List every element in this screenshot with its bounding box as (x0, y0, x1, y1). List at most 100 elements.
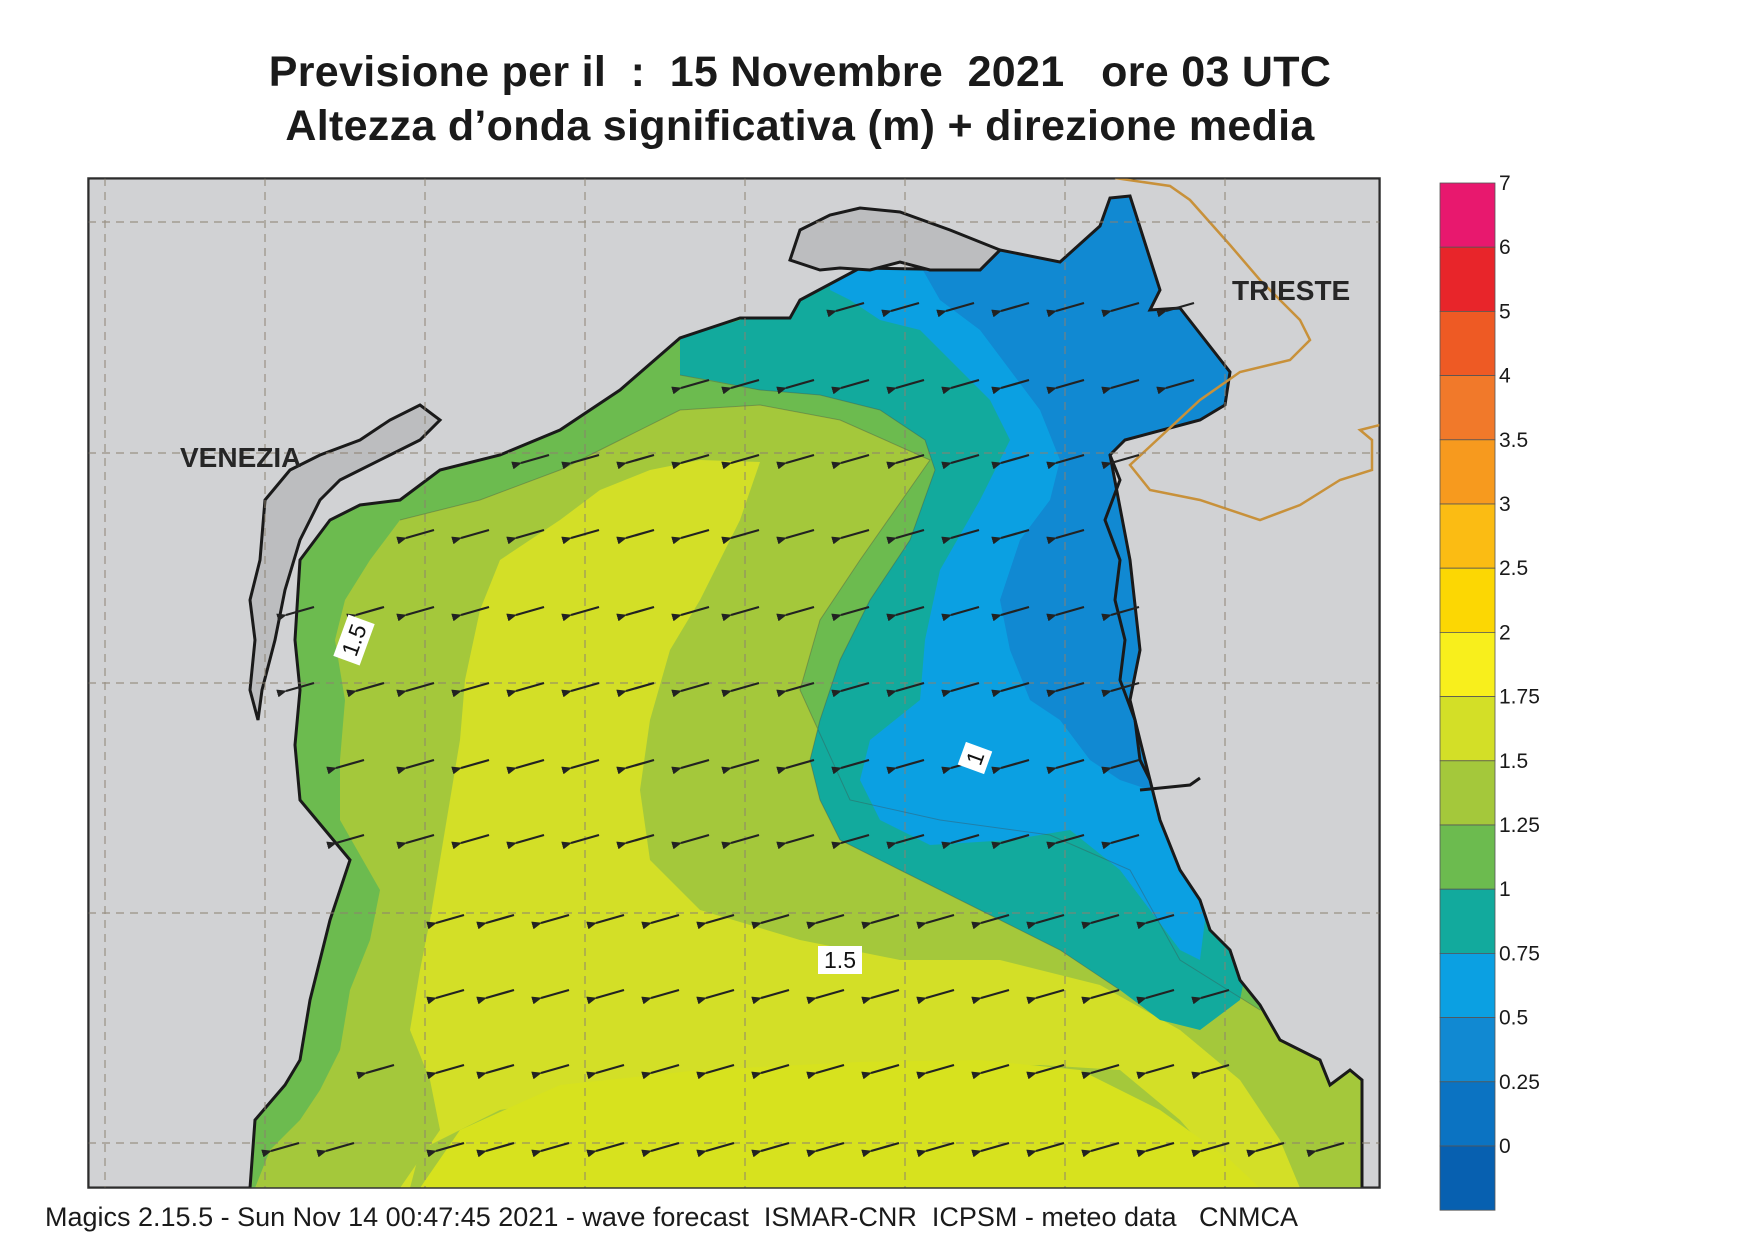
wave-direction-arrow (1136, 1141, 1175, 1158)
wave-direction-arrow (561, 833, 600, 850)
wave-direction-arrow (886, 833, 925, 850)
contour-label-2: 1 (957, 741, 993, 775)
wave-direction-arrow (991, 833, 1030, 850)
wave-direction-arrow (1156, 378, 1195, 395)
wave-direction-arrow (991, 758, 1030, 775)
wave-direction-arrow (721, 758, 760, 775)
wave-direction-arrow (316, 1141, 355, 1158)
wave-direction-arrow (721, 453, 760, 470)
wave-direction-arrow (1026, 1141, 1065, 1158)
wave-direction-arrow (831, 681, 870, 698)
wave-direction-arrow (476, 913, 515, 930)
wave-direction-arrow (991, 301, 1030, 318)
wave-direction-arrow (451, 833, 490, 850)
wave-direction-arrow (971, 913, 1010, 930)
wave-direction-arrow (916, 1063, 955, 1080)
land-venezia-lagoon (248, 403, 443, 721)
wave-direction-arrow (616, 528, 655, 545)
wave-direction-arrow (616, 833, 655, 850)
wave-direction-arrow (721, 528, 760, 545)
colorbar-swatch (1439, 632, 1496, 698)
wave-direction-arrow (916, 988, 955, 1005)
wave-direction-arrow (476, 1141, 515, 1158)
wave-direction-arrow (1046, 378, 1085, 395)
wave-direction-arrow (451, 758, 490, 775)
wave-direction-arrow (531, 913, 570, 930)
wave-direction-arrow (941, 378, 980, 395)
wave-direction-arrow (941, 605, 980, 622)
wave-direction-arrow (451, 681, 490, 698)
contour-lines (399, 374, 1261, 1011)
wave-direction-arrow (531, 1063, 570, 1080)
wave-direction-arrow (1306, 1141, 1345, 1158)
coast-istria (1103, 454, 1201, 792)
wave-direction-arrows (261, 301, 1345, 1158)
wave-direction-arrow (831, 378, 870, 395)
colorbar-swatch (1439, 246, 1496, 312)
wave-direction-arrow (1101, 758, 1140, 775)
wave-direction-arrow (776, 528, 815, 545)
wave-direction-arrow (1246, 1141, 1285, 1158)
wave-direction-arrow (671, 681, 710, 698)
wave-direction-arrow (971, 1141, 1010, 1158)
wave-direction-arrow (776, 605, 815, 622)
wave-direction-arrow (1046, 301, 1085, 318)
wave-direction-arrow (671, 833, 710, 850)
wave-direction-arrow (616, 681, 655, 698)
wave-direction-arrow (1101, 453, 1140, 470)
wave-direction-arrow (531, 1141, 570, 1158)
wave-direction-arrow (346, 605, 385, 622)
wave-direction-arrow (426, 1063, 465, 1080)
wave-direction-arrow (616, 758, 655, 775)
wave-direction-arrow (776, 833, 815, 850)
colorbar-swatch (1439, 824, 1496, 890)
wave-direction-arrow (356, 1063, 395, 1080)
wave-direction-arrow (886, 528, 925, 545)
colorbar-tick-label: 1 (1499, 878, 1511, 901)
wave-direction-arrow (991, 528, 1030, 545)
colorbar-tick-label: 2 (1499, 621, 1511, 644)
wave-direction-arrow (326, 833, 365, 850)
wave-direction-arrow (831, 605, 870, 622)
wave-direction-arrow (1046, 681, 1085, 698)
wave-direction-arrow (1136, 988, 1175, 1005)
wave-direction-arrow (561, 605, 600, 622)
wave-direction-arrow (561, 453, 600, 470)
city-label-venezia: VENEZIA (180, 442, 301, 473)
wave-direction-arrow (261, 1141, 300, 1158)
colorbar-tick-label: 2.5 (1499, 557, 1528, 580)
colorbar-swatch (1439, 888, 1496, 954)
wave-direction-arrow (831, 453, 870, 470)
wave-direction-arrow (806, 1141, 845, 1158)
colorbar-tick-label: 7 (1499, 172, 1511, 195)
wave-direction-arrow (886, 378, 925, 395)
wave-direction-arrow (506, 681, 545, 698)
wave-direction-arrow (1026, 988, 1065, 1005)
wave-direction-arrow (396, 833, 435, 850)
national-border (1114, 178, 1380, 522)
wave-direction-arrow (476, 988, 515, 1005)
wave-direction-arrow (941, 528, 980, 545)
colorbar-tick-label: 1.75 (1499, 686, 1540, 709)
colorbar-tick-label: 0.25 (1499, 1071, 1540, 1094)
wave-direction-arrow (1101, 833, 1140, 850)
colorbar-tick-label: 3 (1499, 493, 1511, 516)
wave-direction-arrow (831, 758, 870, 775)
wave-direction-arrow (886, 453, 925, 470)
wave-direction-arrow (916, 913, 955, 930)
colorbar-swatch (1439, 567, 1496, 633)
wave-direction-arrow (916, 1141, 955, 1158)
colorbar-tick-label: 5 (1499, 300, 1511, 323)
wave-direction-arrow (506, 528, 545, 545)
wave-direction-arrow (506, 833, 545, 850)
wave-direction-arrow (616, 605, 655, 622)
wave-direction-arrow (1101, 681, 1140, 698)
wave-direction-arrow (1026, 1063, 1065, 1080)
wave-direction-arrow (671, 605, 710, 622)
wave-direction-arrow (561, 528, 600, 545)
colorbar-swatch (1439, 1145, 1496, 1211)
wave-direction-arrow (751, 1141, 790, 1158)
wave-direction-arrow (276, 681, 315, 698)
wave-direction-arrow (511, 453, 550, 470)
wave-direction-arrow (1101, 301, 1140, 318)
